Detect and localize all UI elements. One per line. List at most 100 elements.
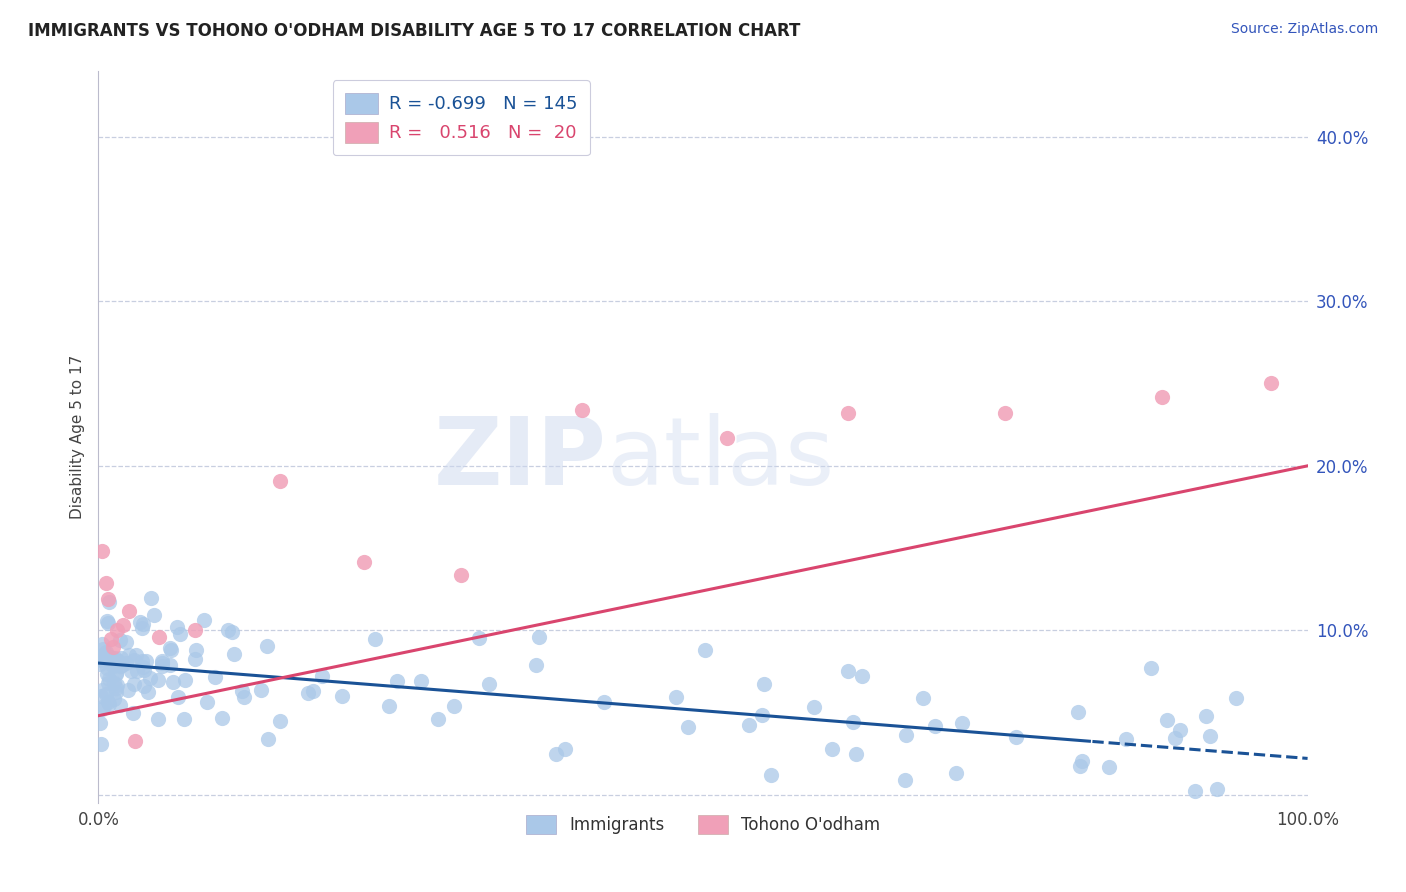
Point xyxy=(950,715,973,730)
Point xyxy=(676,720,699,734)
Point xyxy=(837,406,859,420)
Point xyxy=(131,654,153,668)
Point xyxy=(924,719,946,733)
Point xyxy=(121,665,143,679)
Point xyxy=(1260,376,1282,390)
Point xyxy=(183,652,205,666)
Point xyxy=(93,652,115,666)
Point xyxy=(994,406,1017,420)
Point xyxy=(117,682,139,697)
Point xyxy=(544,747,567,761)
Point xyxy=(139,671,162,685)
Point xyxy=(269,474,291,488)
Point xyxy=(89,657,111,671)
Point xyxy=(90,652,112,666)
Point xyxy=(173,712,195,726)
Point xyxy=(527,630,550,644)
Point xyxy=(593,696,616,710)
Point xyxy=(94,687,117,701)
Point xyxy=(115,657,138,671)
Point xyxy=(477,677,499,691)
Point xyxy=(1205,782,1227,797)
Point xyxy=(409,673,432,688)
Point xyxy=(132,660,155,674)
Point xyxy=(330,689,353,703)
Point xyxy=(256,640,278,654)
Text: ZIP: ZIP xyxy=(433,413,606,505)
Point xyxy=(104,651,127,665)
Point xyxy=(90,649,112,664)
Point xyxy=(94,645,117,659)
Point xyxy=(150,654,173,668)
Point xyxy=(1184,784,1206,798)
Point xyxy=(821,742,844,756)
Point xyxy=(107,678,129,692)
Point xyxy=(1195,709,1218,723)
Point xyxy=(173,673,195,687)
Point xyxy=(1140,660,1163,674)
Point xyxy=(101,640,124,654)
Point xyxy=(311,669,333,683)
Point xyxy=(353,555,375,569)
Point xyxy=(195,695,218,709)
Point xyxy=(945,765,967,780)
Point xyxy=(111,618,134,632)
Point xyxy=(125,664,148,678)
Point xyxy=(1115,731,1137,746)
Point xyxy=(91,543,114,558)
Point xyxy=(162,675,184,690)
Point xyxy=(385,673,408,688)
Point xyxy=(96,667,118,681)
Point xyxy=(105,623,128,637)
Point xyxy=(378,698,401,713)
Point xyxy=(124,677,146,691)
Point xyxy=(110,650,132,665)
Point xyxy=(91,642,114,657)
Point xyxy=(1225,691,1247,706)
Point xyxy=(427,712,450,726)
Point xyxy=(1069,759,1091,773)
Point xyxy=(97,591,120,606)
Point xyxy=(571,403,593,417)
Point xyxy=(114,634,136,648)
Point xyxy=(103,692,125,706)
Point xyxy=(184,623,207,637)
Point xyxy=(129,615,152,629)
Point xyxy=(91,636,114,650)
Point xyxy=(118,648,141,662)
Point xyxy=(104,665,127,680)
Point xyxy=(1156,713,1178,727)
Point xyxy=(297,686,319,700)
Point xyxy=(159,643,181,657)
Point xyxy=(96,614,118,628)
Point xyxy=(98,697,121,711)
Point xyxy=(124,734,146,748)
Point xyxy=(1198,729,1220,743)
Point xyxy=(101,658,124,673)
Point xyxy=(894,772,917,787)
Point xyxy=(132,663,155,677)
Point xyxy=(159,641,181,656)
Point xyxy=(761,768,783,782)
Point xyxy=(851,669,873,683)
Point xyxy=(125,648,148,663)
Point xyxy=(118,604,141,618)
Point xyxy=(803,700,825,714)
Point xyxy=(896,728,918,742)
Point xyxy=(738,718,761,732)
Point xyxy=(90,701,112,715)
Point xyxy=(842,714,865,729)
Point xyxy=(148,631,170,645)
Point xyxy=(134,679,156,693)
Point xyxy=(1005,730,1028,744)
Point xyxy=(143,608,166,623)
Point xyxy=(912,691,935,706)
Point xyxy=(122,706,145,720)
Point xyxy=(91,682,114,697)
Point xyxy=(665,690,688,704)
Text: IMMIGRANTS VS TOHONO O'ODHAM DISABILITY AGE 5 TO 17 CORRELATION CHART: IMMIGRANTS VS TOHONO O'ODHAM DISABILITY … xyxy=(28,22,800,40)
Point xyxy=(1164,731,1187,745)
Point xyxy=(136,684,159,698)
Point xyxy=(93,698,115,713)
Point xyxy=(468,632,491,646)
